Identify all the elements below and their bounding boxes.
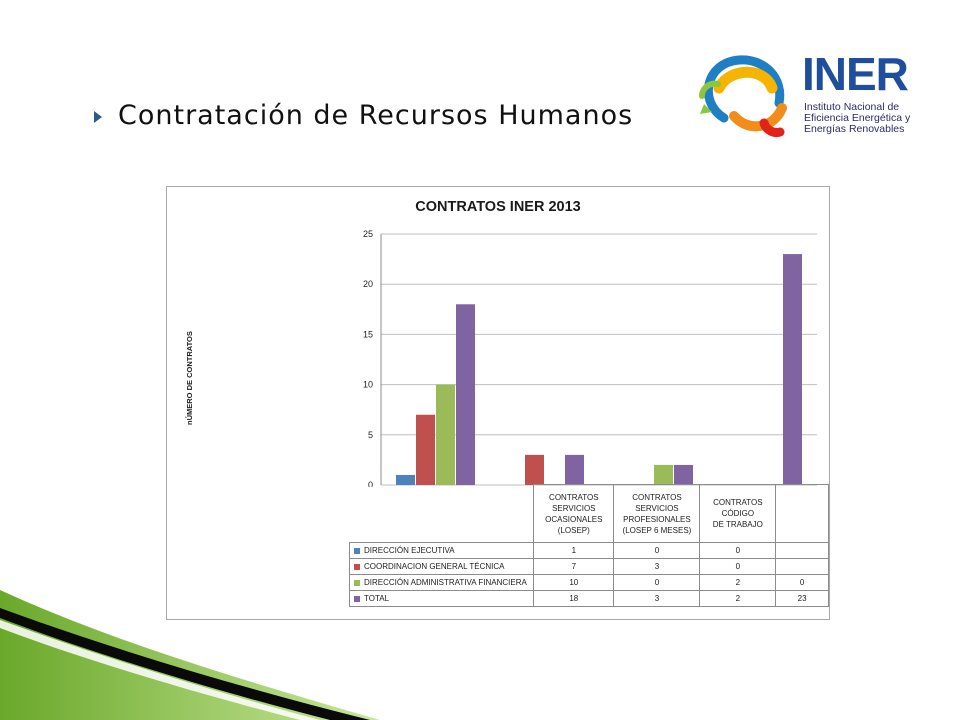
iner-logo: INER Instituto Nacional de Eficiencia En… xyxy=(694,48,924,143)
data-table: CONTRATOS SERVICIOS OCASIONALES (LOSEP) … xyxy=(348,484,829,607)
category-line: DE TRABAJO xyxy=(712,520,763,529)
bar xyxy=(396,474,415,485)
series-name: DIRECCIÓN ADMINISTRATIVA FINANCIERA xyxy=(364,578,527,587)
table-row: TOTAL 18 3 2 23 xyxy=(348,590,829,607)
category-line: (LOSEP 6 MESES) xyxy=(622,525,692,535)
y-tick-label: 20 xyxy=(363,279,373,289)
table-cell: 18 xyxy=(533,590,615,607)
category-line: SERVICIOS xyxy=(635,503,679,513)
category-line: CONTRATOS xyxy=(632,492,682,502)
legend-cell: DIRECCIÓN ADMINISTRATIVA FINANCIERA xyxy=(348,574,535,591)
table-cell: 0 xyxy=(613,574,701,591)
table-row: DIRECCIÓN ADMINISTRATIVA FINANCIERA 10 0… xyxy=(348,574,829,591)
legend-cell: COORDINACION GENERAL TÉCNICA xyxy=(348,558,535,575)
category-line: CONTRATOS CÓDIGO xyxy=(713,498,763,518)
legend-swatch xyxy=(354,579,360,586)
y-tick-label: 25 xyxy=(363,229,373,239)
table-cell xyxy=(775,542,829,559)
table-cell: 2 xyxy=(699,590,777,607)
bar xyxy=(416,414,435,485)
category-header: CONTRATOS SERVICIOS OCASIONALES (LOSEP) xyxy=(533,484,615,543)
green-swoosh-decoration xyxy=(0,590,380,720)
category-line: SERVICIOS xyxy=(552,503,596,513)
logo-line-2: Eficiencia Energética y xyxy=(804,112,911,124)
table-cell: 10 xyxy=(533,574,615,591)
bar-chart-plot: 0 5 10 15 20 25 xyxy=(363,229,817,487)
table-header-row: CONTRATOS SERVICIOS OCASIONALES (LOSEP) … xyxy=(350,484,829,543)
table-cell: 7 xyxy=(533,558,615,575)
slide-title: Contratación de Recursos Humanos xyxy=(94,98,638,134)
category-header: CONTRATOS CÓDIGO DE TRABAJO xyxy=(699,484,777,543)
bar xyxy=(436,384,455,485)
chart-title: CONTRATOS INER 2013 xyxy=(415,199,581,215)
bar xyxy=(456,304,475,485)
table-cell xyxy=(775,558,829,575)
table-cell: 0 xyxy=(699,558,777,575)
category-line: CONTRATOS xyxy=(549,492,599,502)
logo-line-1: Instituto Nacional de xyxy=(804,101,900,113)
table-cell: 0 xyxy=(699,542,777,559)
chart-container: CONTRATOS INER 2013 nÚMERO DE CONTRATOS … xyxy=(166,186,830,620)
logo-wordmark: INER xyxy=(802,48,909,100)
category-header: CONTRATOS SERVICIOS PROFESIONALES (LOSEP… xyxy=(613,484,701,543)
table-cell: 2 xyxy=(699,574,777,591)
category-line: PROFESIONALES xyxy=(623,514,691,524)
legend-cell: DIRECCIÓN EJECUTIVA xyxy=(348,542,535,559)
bar xyxy=(783,254,802,485)
table-row: DIRECCIÓN EJECUTIVA 1 0 0 xyxy=(348,542,829,559)
series-name: COORDINACION GENERAL TÉCNICA xyxy=(364,562,505,571)
series-name: TOTAL xyxy=(364,594,390,603)
table-cell: 1 xyxy=(533,542,615,559)
legend-swatch xyxy=(354,595,360,602)
y-tick-label: 10 xyxy=(363,380,373,390)
legend-swatch xyxy=(354,547,360,554)
legend-cell: TOTAL xyxy=(348,590,535,607)
bar xyxy=(674,464,693,485)
table-corner xyxy=(350,485,534,543)
bar xyxy=(654,464,673,485)
table-cell: 3 xyxy=(613,590,701,607)
y-tick-label: 0 xyxy=(368,480,373,487)
bar xyxy=(565,454,584,485)
y-tick-label: 5 xyxy=(368,430,373,440)
table-cell: 23 xyxy=(775,590,829,607)
table-cell: 0 xyxy=(613,542,701,559)
category-line: OCASIONALES (LOSEP) xyxy=(545,514,603,535)
legend-swatch xyxy=(354,563,360,570)
y-tick-label: 15 xyxy=(363,329,373,339)
category-header xyxy=(775,484,829,543)
series-name: DIRECCIÓN EJECUTIVA xyxy=(364,546,455,555)
table-cell: 0 xyxy=(775,574,829,591)
iner-swirl-icon xyxy=(699,55,787,137)
table-row: COORDINACION GENERAL TÉCNICA 7 3 0 xyxy=(348,558,829,575)
bullet-arrow-icon xyxy=(94,111,102,123)
table-cell: 3 xyxy=(613,558,701,575)
logo-line-3: Energías Renovables xyxy=(804,123,905,135)
slide-title-text: Contratación de Recursos Humanos xyxy=(118,100,634,131)
bar xyxy=(525,454,544,485)
